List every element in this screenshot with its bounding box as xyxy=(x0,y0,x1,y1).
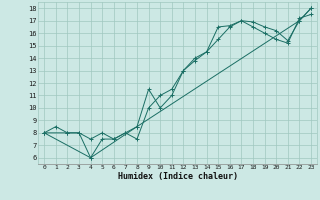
X-axis label: Humidex (Indice chaleur): Humidex (Indice chaleur) xyxy=(118,172,238,181)
